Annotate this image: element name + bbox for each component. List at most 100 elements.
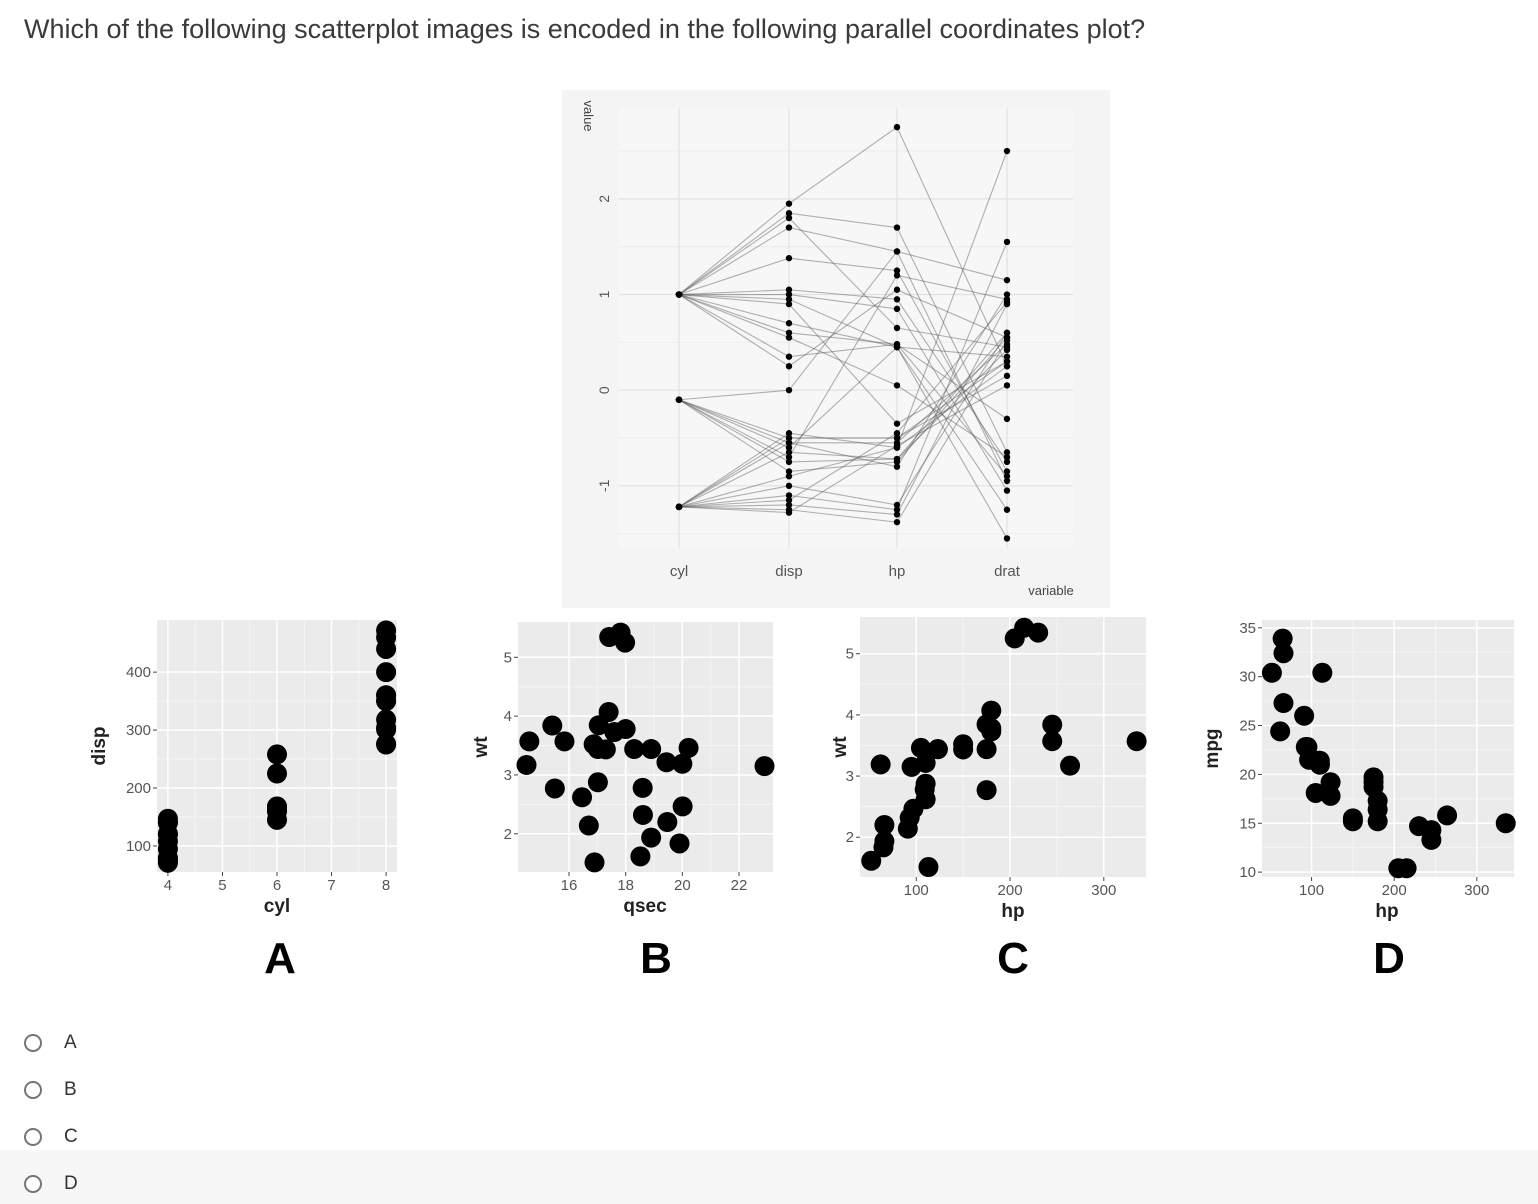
scatter-x-axis-title: hp xyxy=(1001,901,1024,922)
pcp-point xyxy=(785,430,793,437)
scatter-point xyxy=(1363,767,1384,788)
pcp-point xyxy=(1003,415,1011,423)
scatter-y-tick-label: 200 xyxy=(126,780,151,797)
pcp-point xyxy=(1003,458,1011,466)
scatter-y-axis-title: wt xyxy=(830,736,851,759)
pcp-series-line xyxy=(678,294,1008,508)
scatter-y-axis-title: wt xyxy=(471,736,492,759)
scatter-point xyxy=(519,731,540,752)
pcp-point xyxy=(785,363,793,370)
scatter-x-tick-label: 300 xyxy=(1464,882,1489,899)
scatter-x-tick-label: 100 xyxy=(1299,882,1324,899)
pcp-point xyxy=(893,248,901,255)
pcp-point xyxy=(1003,238,1011,246)
pcp-point xyxy=(893,506,901,513)
scatter-point xyxy=(927,739,948,760)
scatter-point xyxy=(632,777,653,798)
scatter-point xyxy=(1309,750,1330,771)
scatter-point xyxy=(1342,811,1363,832)
pcp-point xyxy=(1003,506,1011,513)
radio-icon[interactable] xyxy=(24,1081,42,1099)
pcp-series-line xyxy=(678,384,1008,514)
scatter-y-tick-label: 3 xyxy=(846,768,854,785)
scatter-point xyxy=(516,754,537,775)
pcp-point xyxy=(785,329,793,336)
scatter-point xyxy=(1495,813,1516,834)
pcp-series-line xyxy=(678,343,1008,444)
scatter-point xyxy=(976,780,997,801)
pcp-point xyxy=(785,458,793,466)
scatter-point xyxy=(376,685,397,706)
pcp-point xyxy=(1003,449,1011,456)
scatter-y-tick-label: 30 xyxy=(1239,669,1256,686)
pcp-series-line xyxy=(678,293,1008,511)
scatter-point xyxy=(641,827,662,848)
pcp-point xyxy=(1003,372,1011,380)
pcp-x-tick-label: cyl xyxy=(670,563,688,580)
scatter-point xyxy=(656,752,677,773)
scatter-point xyxy=(669,833,690,854)
scatter-y-tick-label: 2 xyxy=(504,826,512,843)
pcp-series-line xyxy=(678,293,1008,539)
scatter-point xyxy=(376,709,397,730)
scatter-point xyxy=(901,756,922,777)
scatter-point xyxy=(572,787,593,808)
scatter-point xyxy=(1305,782,1326,803)
pcp-point xyxy=(1003,535,1011,542)
scatter-point xyxy=(1273,643,1294,664)
scatter-y-tick-label: 4 xyxy=(504,708,512,725)
pcp-point xyxy=(1003,147,1011,155)
pcp-point xyxy=(893,286,901,293)
scatter-y-tick-label: 25 xyxy=(1239,718,1256,735)
pcp-point xyxy=(893,518,901,526)
scatter-point xyxy=(630,846,651,867)
option-a[interactable]: A xyxy=(24,1028,204,1058)
scatter-point xyxy=(976,714,997,735)
caption-d: D xyxy=(1373,934,1405,983)
pcp-point xyxy=(893,420,901,427)
radio-icon[interactable] xyxy=(24,1175,42,1193)
pcp-point xyxy=(893,501,901,509)
scatter-y-tick-label: 300 xyxy=(126,722,151,739)
pcp-panel xyxy=(619,108,1073,548)
scatter-point xyxy=(918,857,939,878)
radio-icon[interactable] xyxy=(24,1128,42,1146)
pcp-series-line xyxy=(678,346,1008,449)
scatter-x-axis-title: cyl xyxy=(264,896,290,917)
pcp-point xyxy=(893,324,901,332)
pcp-point xyxy=(785,254,793,262)
pcp-point xyxy=(893,224,901,231)
caption-a: A xyxy=(264,934,296,983)
radio-icon[interactable] xyxy=(24,1034,42,1052)
pcp-series-line xyxy=(678,293,1008,425)
scatter-x-axis-title: qsec xyxy=(623,896,667,917)
option-d[interactable]: D xyxy=(24,1169,204,1199)
pcp-series-line xyxy=(679,293,1008,491)
pcp-y-tick-label: 2 xyxy=(596,195,612,203)
pcp-point xyxy=(1003,353,1011,360)
option-label: A xyxy=(64,1032,77,1053)
pcp-series-line xyxy=(678,365,1008,508)
pcp-series-line xyxy=(678,349,1008,508)
scatter-point xyxy=(599,627,620,647)
scatter-y-axis-title: disp xyxy=(89,726,110,765)
scatter-y-tick-label: 2 xyxy=(846,829,854,846)
scatter-point xyxy=(1421,829,1442,850)
footer-band xyxy=(0,1150,1538,1204)
scatter-x-tick-label: 20 xyxy=(674,877,691,894)
scatter-point xyxy=(976,739,997,760)
option-c[interactable]: C xyxy=(24,1122,204,1152)
pcp-point xyxy=(893,343,901,351)
scatter-point xyxy=(1272,628,1293,649)
scatter-point xyxy=(914,779,935,800)
scatter-point xyxy=(1294,705,1315,726)
scatter-point xyxy=(584,852,605,873)
caption-b: B xyxy=(640,934,672,983)
option-b[interactable]: B xyxy=(24,1075,204,1105)
pcp-point xyxy=(893,511,901,518)
pcp-x-tick-label: drat xyxy=(994,563,1021,580)
scatter-point xyxy=(910,737,931,758)
scatter-point xyxy=(587,772,608,793)
pcp-point xyxy=(785,386,793,394)
scatter-point xyxy=(754,756,775,777)
